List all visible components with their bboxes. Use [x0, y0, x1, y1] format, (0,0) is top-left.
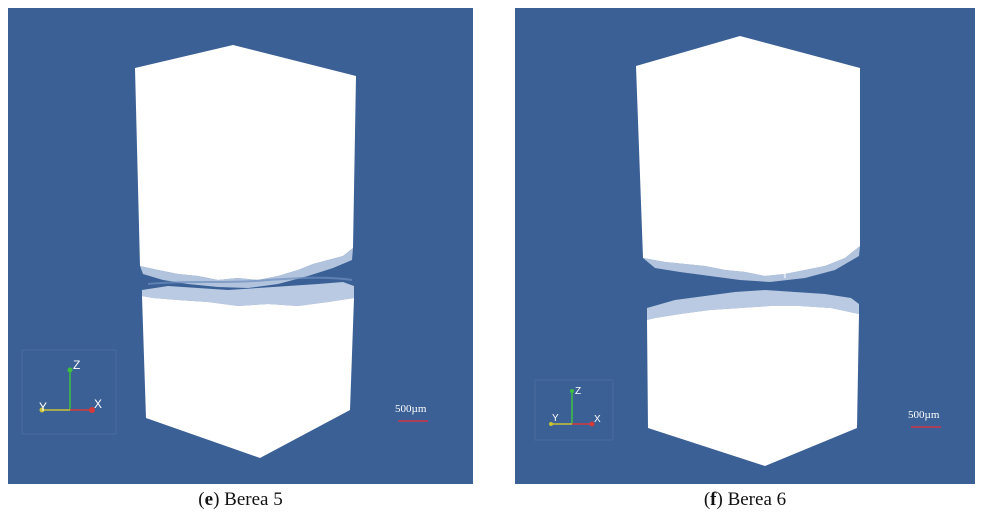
panel-berea-6: 500µm Z Y X	[515, 8, 975, 484]
y-axis-tip	[39, 407, 45, 413]
x-axis-label: X	[94, 397, 102, 411]
scale-bar-label: 500µm	[395, 403, 427, 415]
upper-rock-block	[636, 36, 860, 276]
fracture-surface-lower	[142, 282, 354, 306]
rock-render-berea-5: 500µm Z Y X	[21, 45, 428, 458]
panel-berea-5: 500µm Z Y X	[8, 8, 473, 484]
scale-bar-label: 500µm	[908, 409, 940, 421]
caption-text: Berea 6	[727, 489, 787, 510]
y-axis-tip	[549, 422, 553, 426]
caption-berea-5: (e) Berea 5	[198, 489, 283, 510]
y-axis-label: Y	[39, 400, 47, 414]
upper-rock-block	[135, 45, 356, 280]
rock-render-berea-6: 500µm Z Y X	[534, 36, 941, 466]
z-axis-label: Z	[73, 358, 80, 372]
axes-widget-frame	[21, 349, 117, 435]
y-axis-label: Y	[552, 413, 559, 424]
fracture-surface-lower	[647, 290, 859, 320]
lower-rock-block	[142, 296, 354, 458]
fracture-surface-upper	[643, 246, 860, 282]
caption-letter: e	[204, 489, 214, 510]
x-axis-tip	[89, 407, 95, 413]
z-axis-label: Z	[575, 386, 581, 397]
caption-letter: f	[710, 489, 717, 510]
caption-text: Berea 5	[224, 489, 283, 510]
z-axis-tip	[570, 389, 574, 393]
axes-widget-frame	[534, 379, 614, 441]
lower-rock-block	[647, 306, 859, 466]
caption-berea-6: (f) Berea 6	[703, 489, 787, 510]
x-axis-tip	[589, 421, 595, 427]
x-axis-label: X	[594, 414, 601, 425]
z-axis-tip	[67, 367, 73, 373]
